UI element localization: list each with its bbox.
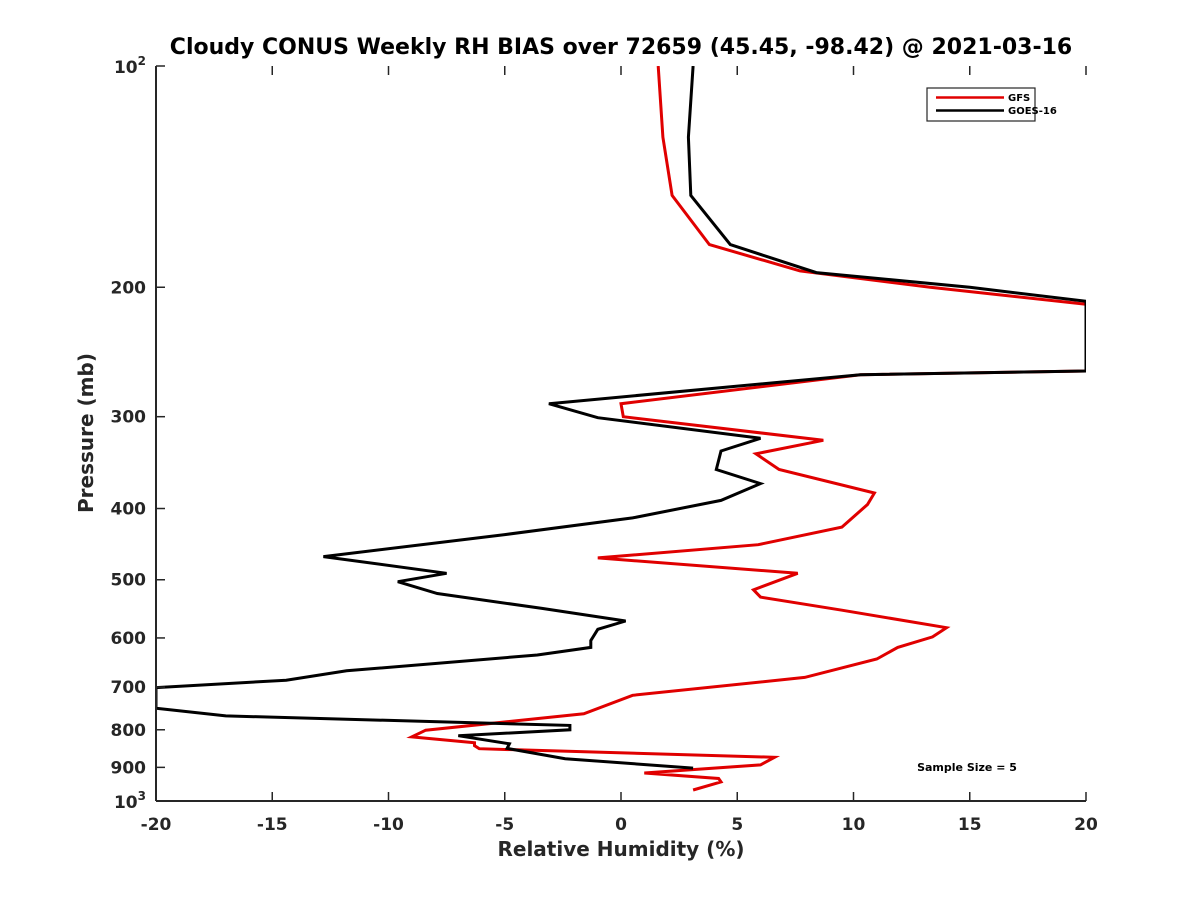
y-tick-label: 500 xyxy=(111,571,147,591)
y-tick-label-power: 103 xyxy=(114,789,146,813)
x-tick-label: -5 xyxy=(495,815,514,835)
x-axis-label: Relative Humidity (%) xyxy=(497,837,744,861)
y-tick-label: 200 xyxy=(111,278,147,298)
sample-size-annotation: Sample Size = 5 xyxy=(917,761,1017,774)
legend-box xyxy=(926,87,1036,122)
y-tick-label: 900 xyxy=(111,758,147,778)
plot-area xyxy=(156,66,1086,801)
series-line-gfs xyxy=(406,66,1086,792)
y-tick-label: 400 xyxy=(111,500,147,520)
x-tick-label: -10 xyxy=(373,815,404,835)
y-ticks: 200 300 400 500 600 700 800 900 102 103 xyxy=(111,54,165,813)
x-tick-label: 20 xyxy=(1074,815,1098,835)
x-tick-label: 5 xyxy=(731,815,743,835)
x-tick-label: 15 xyxy=(958,815,982,835)
legend: GFS GOES-16 xyxy=(926,87,1057,122)
chart-title: Cloudy CONUS Weekly RH BIAS over 72659 (… xyxy=(170,35,1072,60)
x-tick-label: 10 xyxy=(842,815,866,835)
y-axis-label: Pressure (mb) xyxy=(74,353,98,513)
y-tick-label: 800 xyxy=(111,721,147,741)
series-layer xyxy=(156,66,1086,792)
x-tick-label: 0 xyxy=(615,815,627,835)
y-tick-label: 600 xyxy=(111,629,147,649)
y-tick-label-power: 102 xyxy=(114,54,146,78)
x-tick-label: -20 xyxy=(141,815,172,835)
x-tick-label: -15 xyxy=(257,815,288,835)
x-ticks: -20 -15 -10 -5 0 5 10 15 20 xyxy=(141,66,1098,835)
y-tick-label: 700 xyxy=(111,678,147,698)
series-line-goes16 xyxy=(156,66,1086,770)
legend-label-goes16: GOES-16 xyxy=(1008,106,1057,117)
y-tick-label: 300 xyxy=(111,408,147,428)
legend-label-gfs: GFS xyxy=(1008,93,1030,104)
